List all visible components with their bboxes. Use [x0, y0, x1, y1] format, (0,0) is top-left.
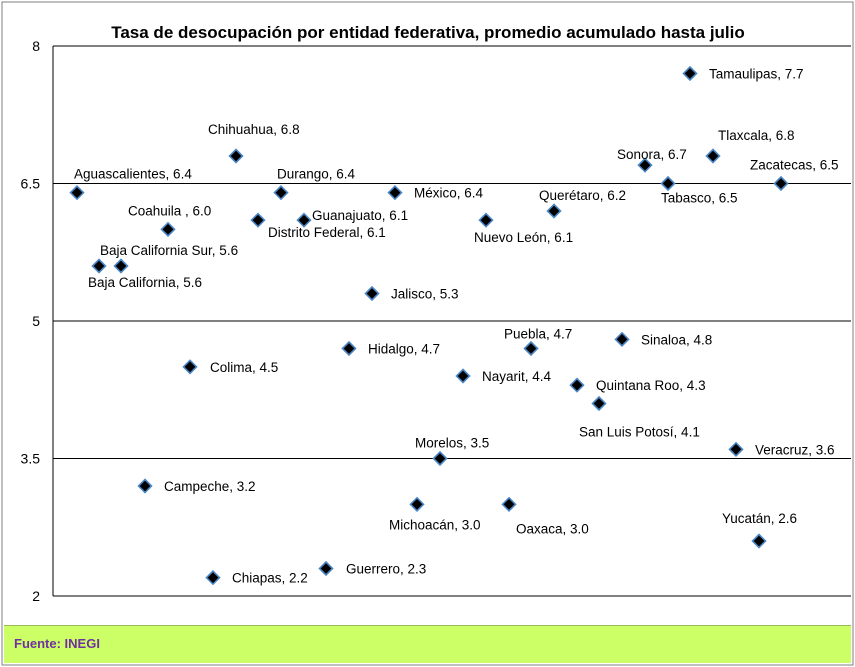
data-label: Querétaro, 6.2 [539, 188, 626, 203]
data-label: Veracruz, 3.6 [755, 442, 835, 457]
data-point-marker [523, 340, 539, 357]
data-label: Morelos, 3.5 [415, 436, 489, 451]
data-point-marker [91, 258, 107, 274]
data-label: Oaxaca, 3.0 [516, 521, 589, 536]
data-point-marker [409, 496, 425, 512]
data-label: Quintana Roo, 4.3 [596, 378, 706, 393]
data-label: Campeche, 3.2 [164, 479, 256, 494]
data-point-marker [137, 478, 153, 494]
data-point-marker [182, 359, 198, 375]
source-footer: Fuente: INEGI [4, 625, 851, 663]
data-point-marker [682, 65, 698, 82]
data-point-marker [728, 441, 744, 457]
data-point-marker [546, 203, 562, 219]
data-point-marker [364, 285, 380, 302]
data-label: Yucatán, 2.6 [722, 511, 797, 526]
data-label: Chihuahua, 6.8 [208, 122, 300, 137]
data-labels: Aguascalientes, 6.4 Baja California, 5.6 B… [74, 67, 839, 586]
data-label: Puebla, 4.7 [504, 327, 572, 342]
data-point-marker [113, 258, 129, 274]
data-label: Colima, 4.5 [210, 360, 278, 375]
data-point-marker [387, 185, 403, 201]
data-point-marker [160, 221, 176, 237]
data-point-marker [296, 212, 312, 228]
data-point-marker [228, 148, 244, 164]
data-label: San Luis Potosí, 4.1 [579, 425, 700, 440]
data-point-marker [432, 450, 448, 467]
data-label: Coahuila , 6.0 [128, 203, 211, 218]
data-label: Guerrero, 2.3 [346, 562, 426, 577]
y-tick-label: 3.5 [21, 451, 41, 467]
data-label: Chiapas, 2.2 [232, 571, 308, 586]
y-tick-label: 6.5 [21, 176, 41, 192]
source-text: Fuente: INEGI [14, 636, 100, 651]
data-point-marker [591, 395, 607, 412]
data-point-marker [637, 157, 653, 173]
data-label: Zacatecas, 6.5 [750, 158, 839, 173]
data-points [69, 65, 789, 586]
y-tick-label: 8 [32, 38, 40, 54]
data-point-marker [705, 148, 721, 164]
y-tick-label: 2 [32, 588, 40, 604]
data-label: México, 6.4 [414, 186, 484, 201]
data-point-marker [751, 533, 767, 549]
data-label: Baja California Sur, 5.6 [100, 243, 238, 258]
data-label: Durango, 6.4 [277, 167, 356, 182]
data-label: Aguascalientes, 6.4 [74, 167, 192, 182]
chart-title: Tasa de desocupación por entidad federat… [111, 23, 745, 42]
data-point-marker [773, 175, 789, 192]
data-point-marker [273, 185, 289, 201]
data-point-marker [69, 185, 85, 201]
data-point-marker [341, 340, 357, 357]
data-point-marker [478, 212, 494, 228]
data-label: Baja California, 5.6 [88, 275, 202, 290]
y-tick-label: 5 [32, 313, 40, 329]
data-label: Michoacán, 3.0 [389, 517, 481, 532]
data-label: Tabasco, 6.5 [661, 191, 738, 206]
gridlines [52, 45, 851, 597]
data-label: Sonora, 6.7 [617, 147, 687, 162]
data-label: Nuevo León, 6.1 [474, 230, 573, 245]
data-label: Sinaloa, 4.8 [641, 332, 712, 347]
data-label: Tlaxcala, 6.8 [718, 128, 795, 143]
data-point-marker [614, 331, 630, 347]
data-label: Hidalgo, 4.7 [368, 342, 440, 357]
data-label: Guanajuato, 6.1 [312, 208, 408, 223]
data-point-marker [250, 212, 266, 228]
data-point-marker [205, 570, 221, 586]
data-label: Distrito Federal, 6.1 [268, 225, 386, 240]
data-label: Tamaulipas, 7.7 [709, 67, 804, 82]
data-point-marker [455, 368, 471, 384]
data-label: Nayarit, 4.4 [482, 369, 552, 384]
y-axis-ticks: 2 3.5 5 6.5 8 [21, 38, 41, 604]
data-label: Jalisco, 5.3 [391, 287, 459, 302]
data-point-marker [569, 377, 585, 393]
data-point-marker [501, 496, 517, 512]
data-point-marker [318, 560, 334, 577]
data-point-marker [660, 175, 676, 192]
